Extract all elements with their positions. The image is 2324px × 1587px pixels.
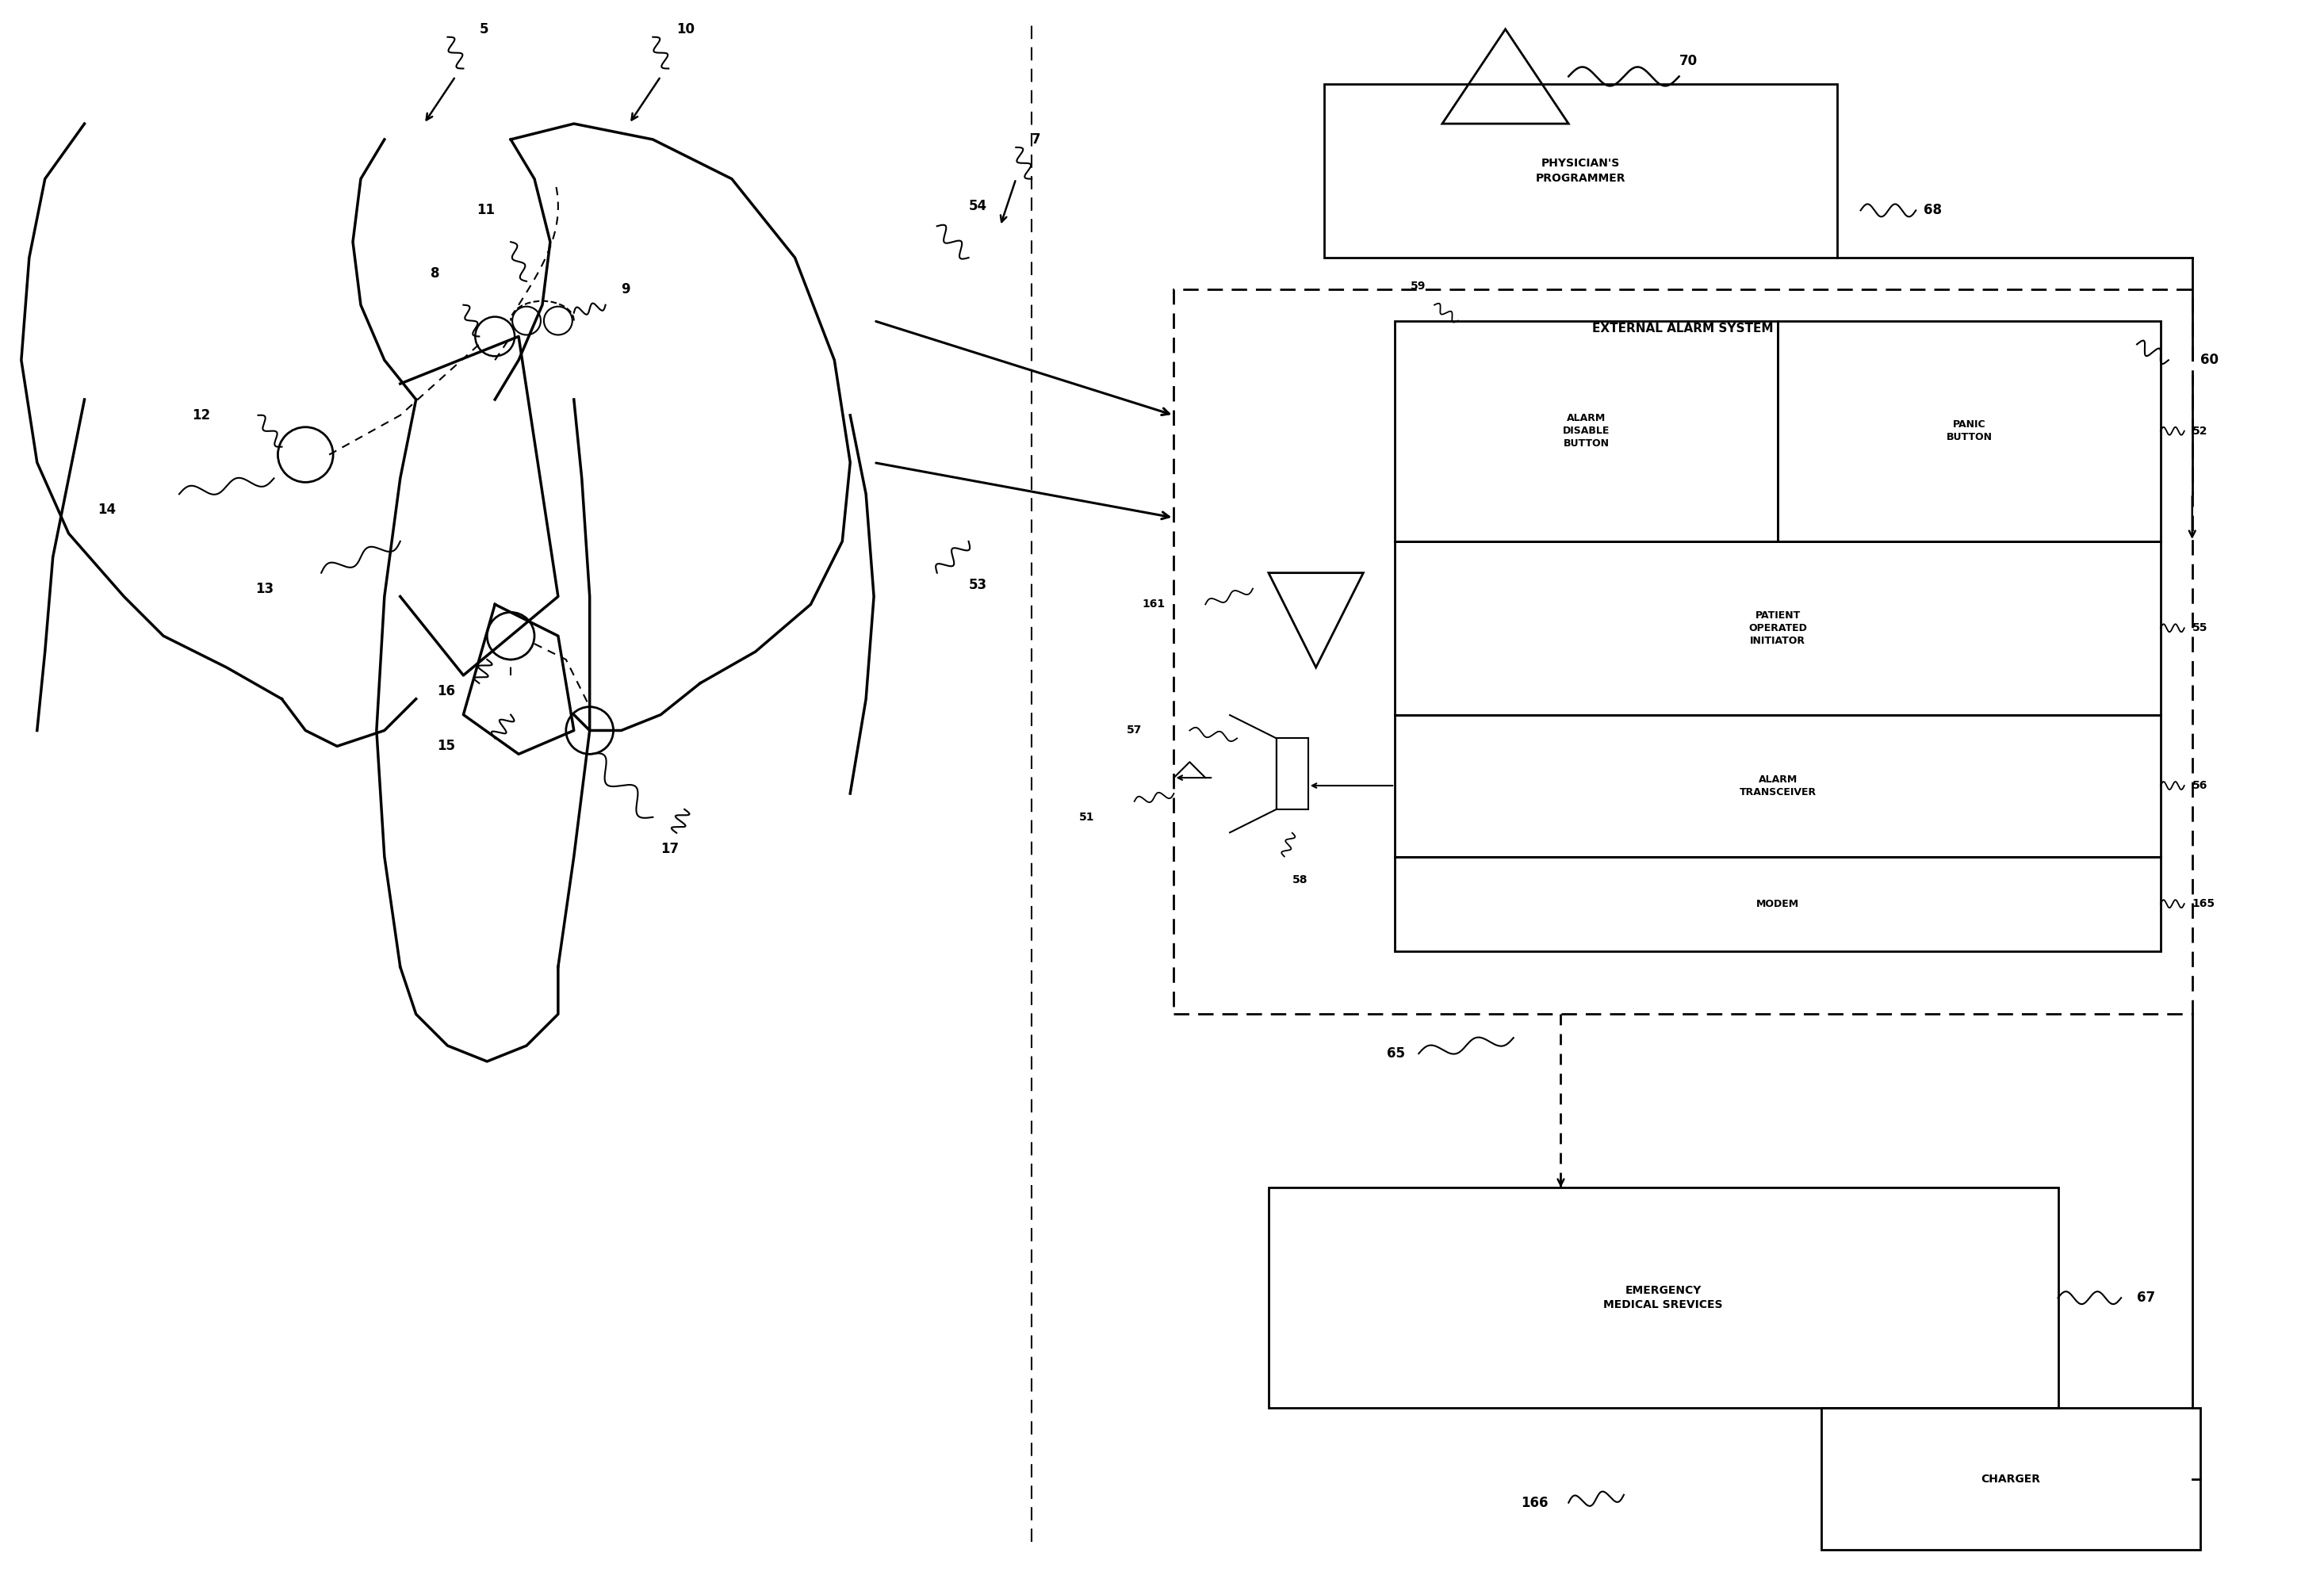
Text: 12: 12 (193, 408, 211, 422)
Text: 53: 53 (969, 578, 988, 592)
Text: 17: 17 (660, 841, 679, 855)
Bar (1394, 541, 2161, 714)
Bar (1778, 321, 2161, 541)
Text: 52: 52 (2192, 425, 2208, 436)
Bar (1394, 714, 2161, 857)
Text: EXTERNAL ALARM SYSTEM: EXTERNAL ALARM SYSTEM (1592, 322, 1773, 335)
Bar (1269, 1187, 2059, 1408)
Text: 68: 68 (1924, 203, 1943, 217)
Bar (1394, 857, 2161, 951)
Text: 57: 57 (1127, 725, 1141, 736)
Text: 14: 14 (98, 503, 116, 517)
Text: PATIENT
OPERATED
INITIATOR: PATIENT OPERATED INITIATOR (1748, 609, 1808, 646)
Text: PHYSICIAN'S
PROGRAMMER: PHYSICIAN'S PROGRAMMER (1536, 159, 1624, 184)
Text: 9: 9 (621, 282, 630, 297)
Text: MODEM: MODEM (1757, 898, 1799, 909)
Text: 165: 165 (2192, 898, 2215, 909)
Text: 60: 60 (2201, 352, 2219, 367)
Text: 16: 16 (437, 684, 456, 698)
Text: 55: 55 (2192, 622, 2208, 633)
Bar (1822, 1408, 2201, 1550)
Text: 59: 59 (1411, 281, 1427, 292)
Text: ALARM
TRANSCEIVER: ALARM TRANSCEIVER (1738, 774, 1817, 797)
Text: ALARM
DISABLE
BUTTON: ALARM DISABLE BUTTON (1562, 413, 1611, 449)
Text: 5: 5 (479, 22, 488, 37)
Bar (1325, 84, 1836, 257)
Bar (1174, 289, 2192, 1014)
Text: EMERGENCY
MEDICAL SREVICES: EMERGENCY MEDICAL SREVICES (1604, 1285, 1722, 1311)
Text: PANIC
BUTTON: PANIC BUTTON (1945, 419, 1992, 443)
Text: 8: 8 (430, 267, 439, 281)
Bar (1394, 321, 1778, 541)
Text: 54: 54 (969, 200, 988, 214)
Text: 166: 166 (1522, 1495, 1548, 1509)
Text: 67: 67 (2138, 1290, 2154, 1305)
Text: 70: 70 (1678, 54, 1697, 68)
Bar (1276, 738, 1308, 809)
Text: 65: 65 (1387, 1046, 1406, 1060)
Text: 11: 11 (476, 203, 495, 217)
Text: 10: 10 (676, 22, 695, 37)
Text: 7: 7 (1032, 132, 1041, 146)
Text: 51: 51 (1078, 811, 1095, 822)
Text: 161: 161 (1143, 598, 1164, 609)
Text: 13: 13 (256, 581, 274, 595)
Text: CHARGER: CHARGER (1980, 1473, 2040, 1484)
Text: 58: 58 (1292, 874, 1308, 886)
Text: 15: 15 (437, 740, 456, 754)
Text: 56: 56 (2192, 781, 2208, 792)
